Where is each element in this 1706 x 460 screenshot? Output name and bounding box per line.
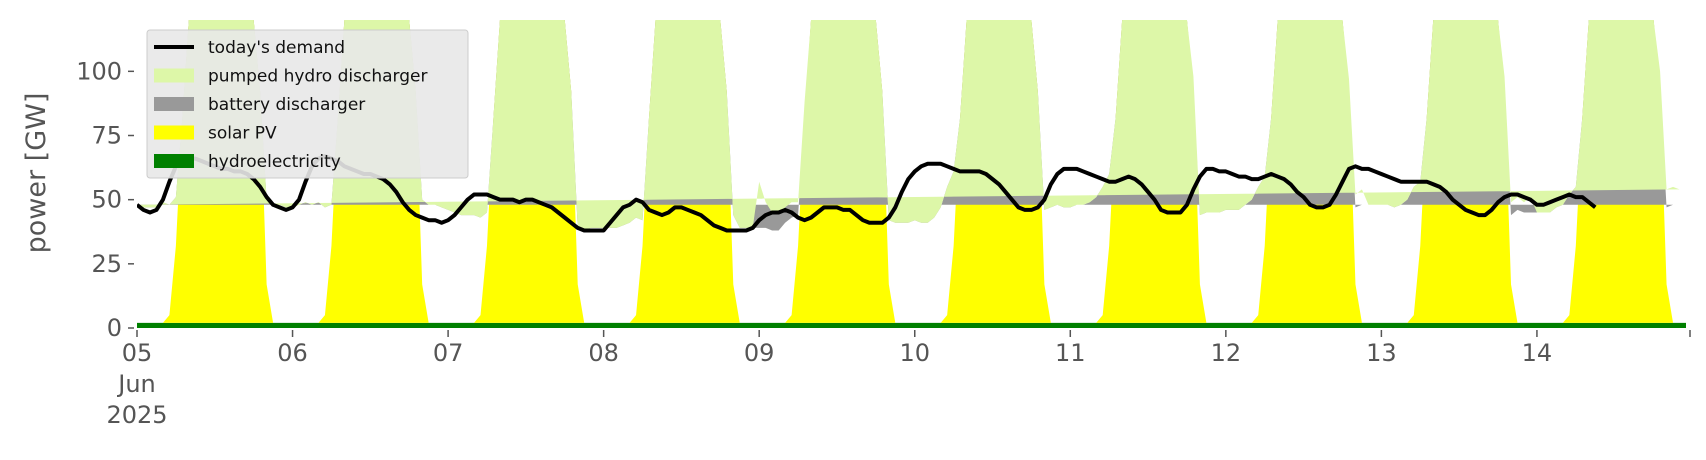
x-tick-label: Jun <box>116 370 156 398</box>
area-pumped-hydro-discharger <box>137 20 1680 231</box>
x-tick-label: 06 <box>277 339 308 367</box>
x-axis: 05 Jun 2025 06 07 08 09 10 11 12 13 14 <box>106 330 1691 429</box>
area-hydroelectricity <box>137 322 1686 328</box>
legend-swatch-pumped-hydro-discharger <box>154 68 194 83</box>
y-tick-label: 0 <box>107 314 122 342</box>
x-tick-label: 14 <box>1522 339 1553 367</box>
legend-swatch-battery-discharger <box>154 97 194 111</box>
x-tick-label: 05 <box>122 339 153 367</box>
x-tick-label: 08 <box>588 339 619 367</box>
x-tick-label: 13 <box>1366 339 1397 367</box>
legend-swatch-solar-pv <box>154 125 194 140</box>
legend-label-solar-pv: solar PV <box>208 124 277 144</box>
y-axis: 0 25 50 75 100 <box>76 57 134 342</box>
legend-swatch-hydroelectricity <box>154 154 194 168</box>
y-tick-label: 100 <box>76 57 122 85</box>
legend-label-today-s-demand: today's demand <box>208 38 345 58</box>
x-tick-label: 07 <box>433 339 464 367</box>
legend-label-hydroelectricity: hydroelectricity <box>208 152 341 172</box>
legend-box <box>146 29 469 179</box>
x-tick-label: 10 <box>899 339 930 367</box>
y-tick-label: 75 <box>91 122 122 150</box>
plot-area <box>137 20 1686 328</box>
x-tick-label: 12 <box>1211 339 1242 367</box>
y-tick-label: 50 <box>91 186 122 214</box>
legend-label-pumped-hydro-discharger: pumped hydro discharger <box>208 67 427 87</box>
stacked-areas <box>137 20 1686 328</box>
legend-label-battery-discharger: battery discharger <box>208 95 365 115</box>
y-axis-label: power [GW] <box>21 93 52 254</box>
x-tick-label: 09 <box>744 339 775 367</box>
x-tick-label: 11 <box>1055 339 1086 367</box>
x-tick-label: 2025 <box>106 401 167 429</box>
legend: today's demand pumped hydro discharger bat… <box>146 29 469 179</box>
y-tick-label: 25 <box>91 250 122 278</box>
